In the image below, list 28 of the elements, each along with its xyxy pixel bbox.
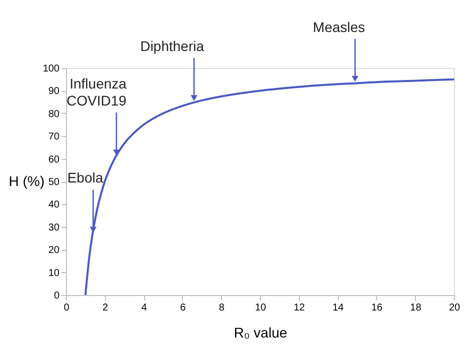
y-tick-label: 90: [48, 86, 60, 98]
y-tick-label: 40: [48, 200, 60, 211]
annotation: Diphtheria: [140, 38, 204, 54]
x-tick-label: 16: [371, 302, 383, 314]
annotation: Ebola: [67, 170, 104, 186]
annotation: Influenza COVID19: [66, 76, 127, 109]
x-tick-label: 12: [294, 302, 306, 314]
y-tick-label: 0: [54, 290, 60, 302]
x-tick-label: 4: [141, 302, 148, 314]
y-tick-label: 100: [42, 64, 60, 74]
y-tick-label: 20: [48, 245, 60, 256]
x-tick-label: 6: [180, 302, 186, 314]
annotation: Measles: [312, 18, 366, 35]
x-tick-label: 8: [218, 302, 225, 314]
y-tick-label: 50: [48, 177, 60, 188]
y-axis-title: H (%): [8, 173, 44, 189]
x-tick-label: 14: [332, 302, 344, 314]
y-tick-label: 60: [48, 154, 60, 166]
x-tick-label: 10: [254, 302, 266, 314]
x-tick-label: 20: [448, 302, 460, 314]
x-tick-label: 18: [410, 302, 422, 314]
y-tick-label: 80: [48, 108, 60, 120]
x-tick-label: 0: [64, 302, 70, 314]
y-tick-label: 10: [48, 268, 60, 279]
x-tick-label: 2: [102, 302, 109, 314]
y-tick-label: 70: [48, 132, 60, 143]
x-axis-title: R₀ value: [234, 324, 288, 340]
y-tick-label: 30: [48, 222, 60, 234]
